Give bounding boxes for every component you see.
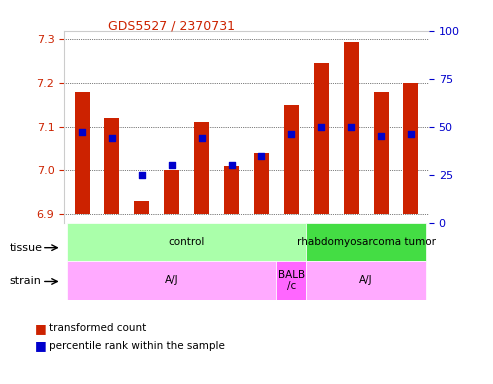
Bar (366, 31, 396, 223)
Bar (403, 83, 419, 214)
Text: percentile rank within the sample: percentile rank within the sample (49, 341, 225, 351)
Bar (344, 41, 358, 214)
Point (168, 162, 176, 168)
Point (78, 129, 86, 136)
Point (257, 152, 265, 159)
Point (407, 131, 415, 137)
Point (347, 124, 355, 130)
Bar (67, 31, 97, 223)
Point (377, 133, 385, 139)
Text: BALB
/c: BALB /c (278, 270, 305, 291)
FancyBboxPatch shape (306, 223, 426, 261)
FancyBboxPatch shape (67, 261, 277, 300)
Bar (224, 166, 239, 214)
Bar (306, 31, 336, 223)
Bar (246, 31, 277, 223)
Text: A/J: A/J (165, 275, 178, 285)
Text: ■: ■ (35, 322, 46, 335)
Point (287, 131, 295, 137)
Text: A/J: A/J (359, 275, 373, 285)
Point (317, 124, 325, 130)
Text: tissue: tissue (10, 243, 43, 253)
Bar (254, 153, 269, 214)
FancyBboxPatch shape (306, 261, 426, 300)
Bar (127, 31, 157, 223)
Text: ■: ■ (35, 339, 46, 352)
Point (228, 162, 236, 168)
Bar (164, 170, 179, 214)
Bar (284, 105, 299, 214)
Bar (105, 118, 119, 214)
FancyBboxPatch shape (277, 261, 306, 300)
Text: rhabdomyosarcoma tumor: rhabdomyosarcoma tumor (297, 237, 436, 247)
Bar (74, 92, 90, 214)
Bar (374, 92, 388, 214)
Text: GDS5527 / 2370731: GDS5527 / 2370731 (108, 19, 236, 32)
Point (138, 172, 146, 178)
Bar (135, 201, 149, 214)
FancyBboxPatch shape (67, 223, 306, 261)
Point (108, 135, 116, 141)
Text: transformed count: transformed count (49, 323, 146, 333)
Text: strain: strain (10, 276, 42, 286)
Text: control: control (169, 237, 205, 247)
Point (198, 135, 206, 141)
Bar (314, 63, 329, 214)
Bar (194, 122, 209, 214)
Bar (187, 31, 216, 223)
